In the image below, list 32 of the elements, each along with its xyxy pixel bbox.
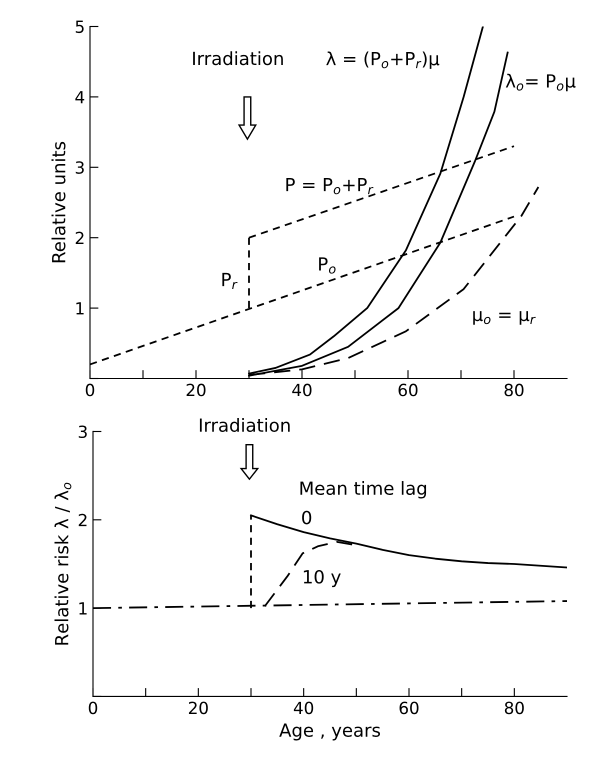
legend-title: Mean time lag <box>300 481 426 499</box>
x-tick-label: 0 <box>88 702 98 714</box>
y-axis-title: Relative risk λ / λ$_{o}$ <box>54 482 72 645</box>
y-axis-title: Relative units <box>52 142 66 262</box>
annotation: Irradiation <box>193 51 283 66</box>
y-tick-label: 1 <box>79 602 87 614</box>
annotation: Irradiation <box>200 418 290 432</box>
series-label: 10 y <box>304 570 341 588</box>
x-tick-label: 80 <box>504 702 524 714</box>
series-label: μ$_{o}$ = μ$_{r}$ <box>473 311 536 325</box>
series-label: P = P$_{o}$+P$_{r}$ <box>286 178 374 194</box>
series-label: λ = (P$_{o}$+P$_{r}$)μ <box>326 51 440 69</box>
x-tick-label: 40 <box>292 384 312 396</box>
x-tick-label: 60 <box>398 384 418 396</box>
y-tick-label: 3 <box>78 425 87 438</box>
y-tick-label: 3 <box>76 161 84 174</box>
y-tick-label: 2 <box>76 232 84 244</box>
y-tick-label: 1 <box>76 302 84 314</box>
x-tick-label: 20 <box>188 702 208 714</box>
series-label: 0 <box>302 510 312 524</box>
x-axis-title: Age , years <box>279 724 380 740</box>
y-tick-label: 2 <box>78 514 86 526</box>
x-tick-label: 40 <box>294 702 314 714</box>
x-tick-label: 20 <box>186 384 206 396</box>
y-tick-label: 4 <box>75 91 84 104</box>
x-tick-label: 0 <box>86 384 94 396</box>
y-tick-label: 5 <box>76 20 84 34</box>
x-tick-label: 80 <box>504 384 524 396</box>
series-label: P$_{o}$ <box>319 257 336 274</box>
series-label: λ$_{o}$= P$_{o}$μ <box>506 74 576 92</box>
x-tick-label: 60 <box>400 702 418 714</box>
series-label: P$_{r}$ <box>222 272 238 290</box>
